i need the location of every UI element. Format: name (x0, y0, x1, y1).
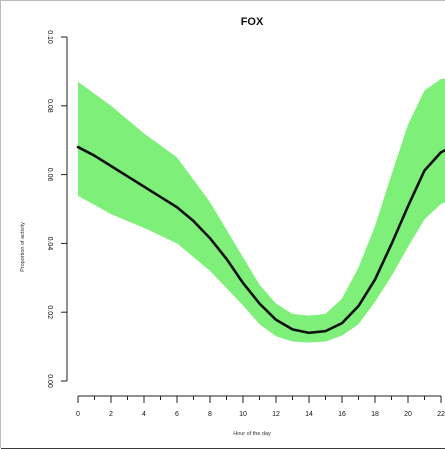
x-tick-label-2: 4 (142, 411, 146, 418)
plot-area: 0.00 0.02 0.04 0.06 0.08 0.10 0 2 4 6 8 10 12 14 16 18 2… (46, 30, 445, 418)
x-tick-label-9: 18 (371, 411, 379, 418)
y-tick-label-3: 0.06 (46, 168, 53, 182)
y-tick-label-1: 0.02 (46, 305, 53, 319)
x-axis-label: Hour of the day (233, 431, 271, 437)
y-axis-label: Proportion of activity (20, 222, 26, 272)
y-tick-label-4: 0.08 (46, 99, 53, 113)
x-tick-label-8: 16 (338, 411, 346, 418)
confidence-band (78, 78, 445, 343)
y-tick-label-0: 0.00 (46, 374, 53, 388)
x-tick-label-7: 14 (305, 411, 313, 418)
x-tick-label-6: 12 (272, 411, 280, 418)
chart-title: FOX (241, 16, 264, 28)
x-tick-label-3: 6 (175, 411, 179, 418)
x-tick-label-1: 2 (109, 411, 113, 418)
x-tick-label-4: 8 (208, 411, 212, 418)
x-tick-label-10: 20 (404, 411, 412, 418)
x-tick-label-0: 0 (76, 411, 80, 418)
activity-line (76, 145, 445, 335)
y-tick-label-2: 0.04 (46, 237, 53, 251)
x-tick-label-11: 22 (437, 411, 445, 418)
y-tick-label-5: 0.10 (46, 30, 53, 44)
x-tick-label-5: 10 (239, 411, 247, 418)
